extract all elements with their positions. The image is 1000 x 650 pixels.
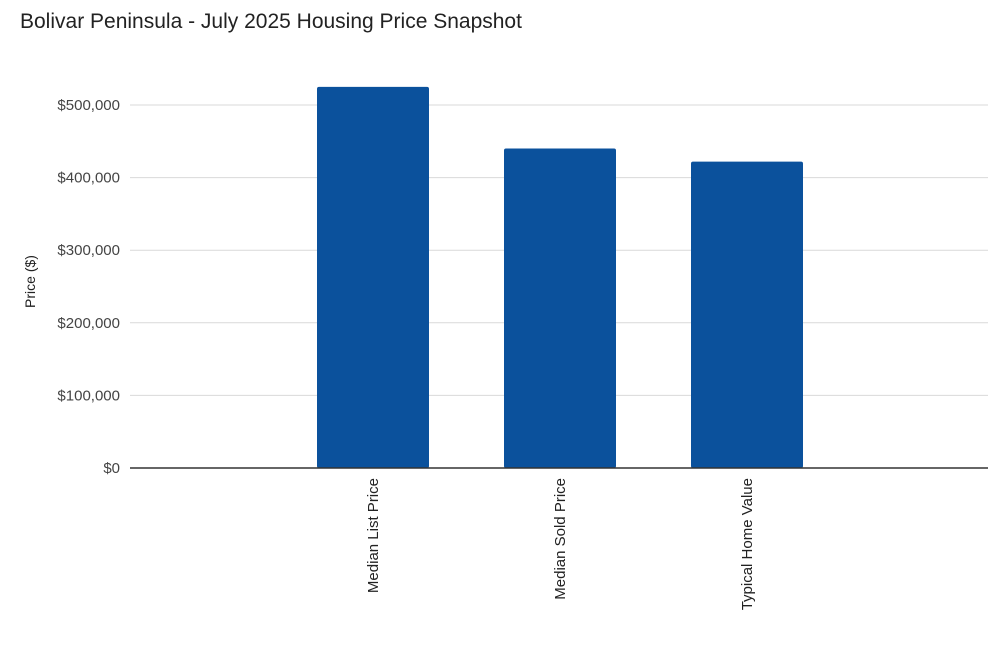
y-tick-label: $300,000 (57, 242, 120, 259)
x-category-label: Median List Price (365, 478, 382, 593)
axes: $0 $100,000 $200,000 $300,000 $400,000 $500,0… (57, 97, 988, 610)
y-tick-label: $400,000 (57, 170, 120, 187)
bar (691, 161, 803, 469)
y-tick-label: $0 (103, 460, 120, 477)
bars (317, 86, 803, 469)
y-tick-label: $200,000 (57, 315, 120, 332)
y-tick-label: $100,000 (57, 387, 120, 404)
x-category-label: Median Sold Price (552, 478, 569, 600)
y-axis-title: Price ($) (22, 255, 38, 308)
bar (504, 148, 616, 468)
bar (317, 86, 429, 468)
chart-title: Bolivar Peninsula - July 2025 Housing Pr… (20, 10, 522, 33)
x-category-label: Typical Home Value (739, 478, 756, 610)
y-tick-label: $500,000 (57, 97, 120, 114)
